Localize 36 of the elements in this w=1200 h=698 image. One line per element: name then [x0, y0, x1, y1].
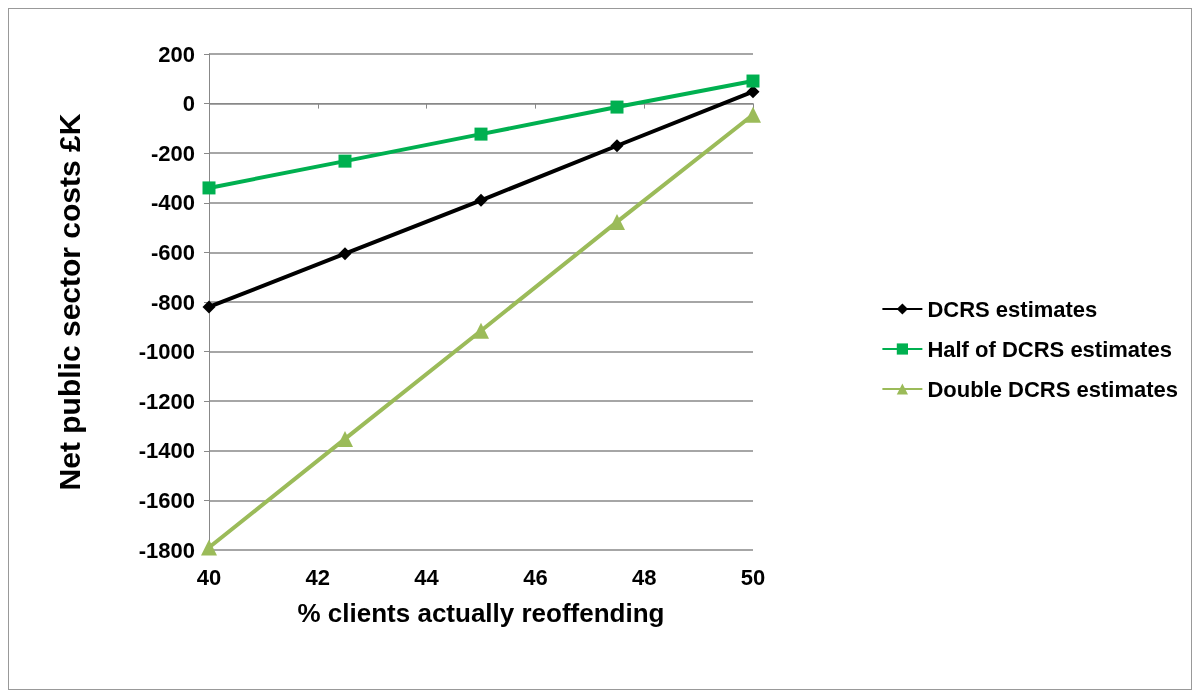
point — [338, 154, 352, 168]
x-tick-label: 40 — [196, 564, 222, 590]
y-tick-label: -1200 — [138, 388, 195, 414]
point — [202, 300, 216, 314]
point — [610, 139, 624, 153]
legend-label: Double DCRS estimates — [927, 376, 1179, 402]
x-tick-label: 46 — [523, 564, 548, 590]
point — [473, 322, 489, 339]
y-axis-title: Net public sector costs £K — [52, 113, 86, 491]
y-tick-label: -1800 — [138, 537, 195, 563]
y-tick-label: -200 — [150, 140, 195, 166]
point — [338, 247, 352, 261]
x-tick-label: 42 — [305, 564, 331, 590]
point — [610, 100, 624, 114]
point — [201, 539, 217, 556]
point — [202, 181, 216, 195]
y-tick-label: -1400 — [138, 438, 195, 464]
y-tick-label: -800 — [150, 289, 195, 315]
x-axis-title: % clients actually reoffending — [297, 598, 665, 628]
point — [337, 430, 353, 447]
point — [745, 106, 761, 123]
point — [609, 213, 625, 230]
legend-label: DCRS estimates — [927, 296, 1098, 322]
y-tick-label: 0 — [182, 91, 195, 117]
y-tick-label: -600 — [150, 239, 195, 265]
x-tick-label: 48 — [631, 564, 657, 590]
y-tick-label: -1600 — [138, 487, 195, 513]
legend-label: Half of DCRS estimates — [927, 336, 1172, 362]
y-tick-label: -400 — [150, 190, 195, 216]
point — [746, 74, 760, 88]
y-tick-label: -1000 — [138, 339, 195, 365]
x-tick-label: 44 — [414, 564, 440, 590]
point — [474, 127, 488, 141]
x-tick-label: 50 — [740, 564, 766, 590]
point — [474, 193, 488, 207]
y-tick-label: 200 — [158, 41, 195, 67]
